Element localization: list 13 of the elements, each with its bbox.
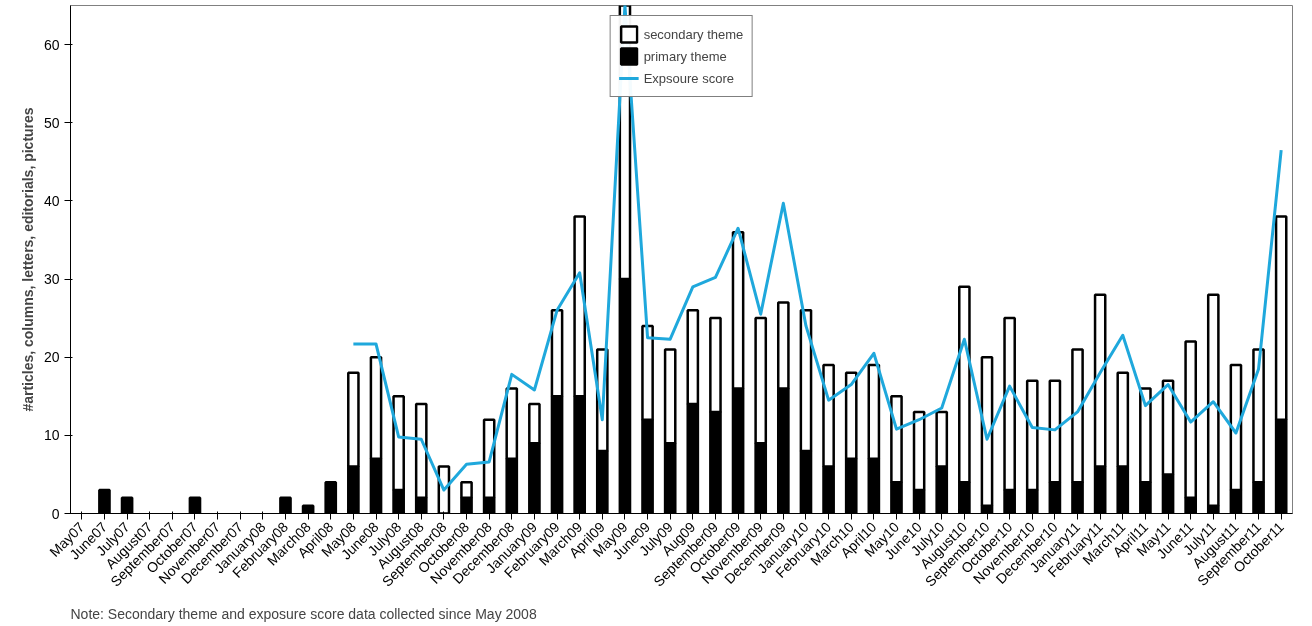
y-tick-label: 40: [43, 192, 60, 209]
y-axis-title: #articles, columns, letters, editorials, pictures: [19, 107, 36, 412]
line-series: [351, 5, 1283, 492]
y-tick-label: 30: [43, 271, 60, 288]
legend-label: secondary theme: [643, 26, 744, 42]
y-tick-label: 50: [43, 114, 60, 131]
y-tick-label: 20: [43, 349, 60, 366]
text: Note: Secondary theme and exposure score data collected since May 2008: [70, 605, 537, 622]
legend-label: primary theme: [643, 48, 727, 64]
legend-label: Expsoure score: [643, 70, 734, 86]
y-tick-label: 60: [43, 36, 60, 53]
y-tick-label: 0: [51, 505, 60, 522]
y-tick-label: 10: [43, 427, 60, 444]
